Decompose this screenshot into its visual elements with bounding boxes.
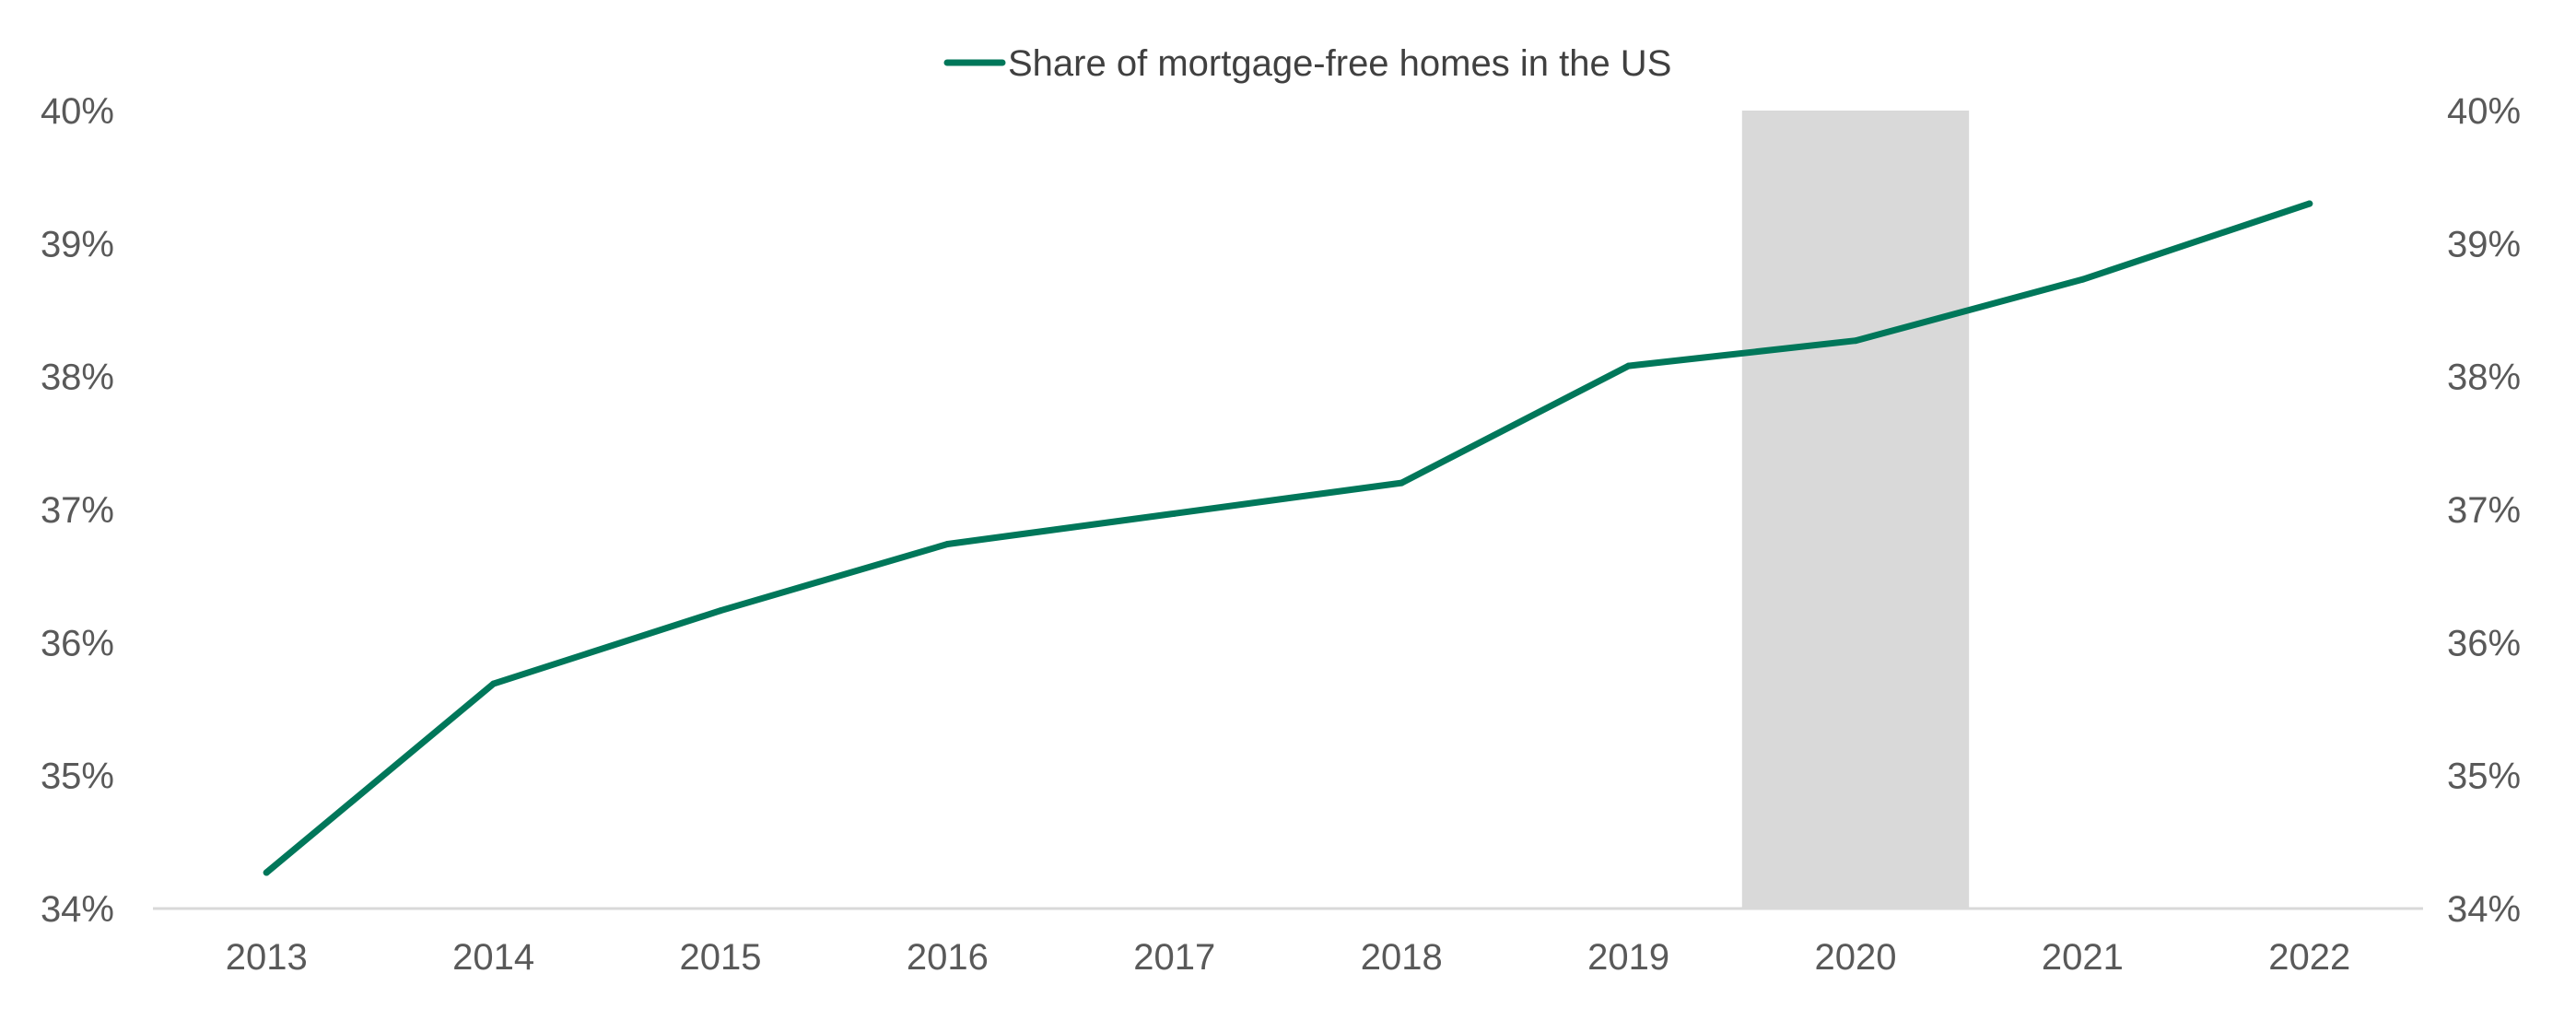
data-point-2014: [490, 680, 498, 687]
y-tick-label-left: 40%: [41, 91, 114, 132]
y-tick-label-right: 37%: [2447, 490, 2521, 531]
y-tick-label-right: 35%: [2447, 756, 2521, 797]
x-tick-label: 2016: [907, 937, 989, 978]
x-tick-label: 2015: [680, 937, 762, 978]
y-tick-label-left: 37%: [41, 490, 114, 531]
x-tick-label: 2022: [2268, 937, 2350, 978]
x-tick-label: 2014: [452, 937, 534, 978]
y-tick-label-left: 38%: [41, 358, 114, 398]
data-point-2022: [2306, 200, 2313, 207]
y-tick-label-right: 34%: [2447, 889, 2521, 930]
data-point-2017: [1171, 510, 1178, 517]
data-point-2013: [263, 869, 270, 876]
y-tick-label-right: 40%: [2447, 91, 2521, 132]
legend: Share of mortgage-free homes in the US: [943, 43, 1671, 84]
data-point-2019: [1625, 362, 1633, 369]
legend-label: Share of mortgage-free homes in the US: [1008, 43, 1671, 84]
x-tick-label: 2020: [1815, 937, 1897, 978]
axis-layer: 34% 34% 35% 35% 36% 36% 37% 37% 38% 38% 39% 39% 40% 4…: [41, 91, 2521, 978]
y-tick-label-right: 39%: [2447, 224, 2521, 264]
data-point-2018: [1398, 479, 1405, 487]
series-line-mortgage-free-share: [263, 200, 2313, 876]
data-point-2020: [1852, 337, 1859, 345]
x-tick-label: 2019: [1587, 937, 1669, 978]
series-layer: [263, 200, 2313, 876]
data-point-2021: [2078, 276, 2086, 283]
x-tick-label: 2021: [2042, 937, 2124, 978]
y-tick-label-left: 39%: [41, 224, 114, 264]
shaded-region-2020: [1741, 111, 1970, 909]
shaded-region-layer: [1741, 111, 1970, 909]
x-tick-label: 2017: [1133, 937, 1215, 978]
y-tick-label-right: 36%: [2447, 623, 2521, 663]
y-tick-label-left: 36%: [41, 623, 114, 663]
x-tick-label: 2013: [226, 937, 308, 978]
data-point-2015: [717, 607, 724, 615]
y-tick-label-left: 34%: [41, 889, 114, 930]
y-tick-label-left: 35%: [41, 756, 114, 797]
y-tick-label-right: 38%: [2447, 358, 2521, 398]
data-point-2016: [943, 541, 951, 548]
x-tick-label: 2018: [1361, 937, 1443, 978]
